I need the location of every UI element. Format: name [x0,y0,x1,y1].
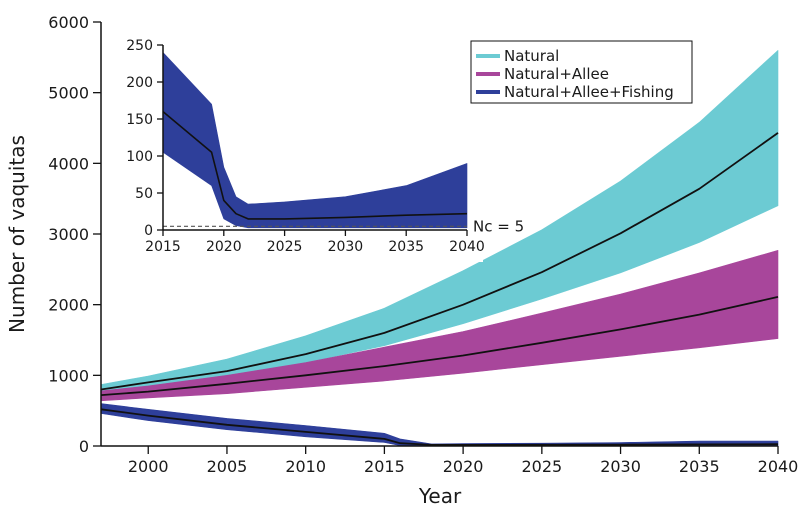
main-median-natural-allee [100,296,779,396]
inset-y-tick-label: 150 [126,112,153,128]
inset-y-tick-label: 200 [126,75,153,91]
inset-x-tick-label: 2020 [206,239,242,255]
main-y-tick-label: 5000 [48,84,89,103]
main-x-tick-label: 2020 [443,457,484,476]
inset-band-natural-allee-fishing [162,52,468,229]
legend-box [470,40,693,104]
main-x-tick-label: 2040 [758,457,799,476]
legend: NaturalNatural+AlleeNatural+Allee+Fishin… [470,40,693,104]
main-x-tick-label: 2005 [207,457,248,476]
inset-x-tick-label: 2025 [267,239,303,255]
inset-y-tick-label: 250 [126,38,153,54]
main-x-tick-label: 2030 [600,457,641,476]
main-x-tick-label: 2025 [521,457,562,476]
inset-axes: 2015 2020 2025 2030 2035 2040 0 50 100 150 200 250 [126,38,485,255]
inset-median-natural-allee-fishing [162,110,468,220]
legend-entry-natural-allee: Natural+Allee [504,65,609,83]
main-median-natural-allee-fishing [100,408,779,446]
inset-y-tick-label: 0 [144,223,153,239]
main-axes: 2000 2005 2010 2015 2020 2025 2030 2035 20400100… [48,13,798,476]
legend-entry-natural: Natural [504,47,559,65]
main-x-tick-label: 2035 [679,457,720,476]
main-median-natural [100,132,779,391]
main-x-tick-label: 2015 [364,457,405,476]
inset-x-tick-label: 2040 [449,239,485,255]
inset-x-tick-label: 2035 [388,239,424,255]
y-axis-label: Number of vaquitas [5,135,29,333]
main-y-tick-label: 3000 [48,225,89,244]
main-y-tick-label: 4000 [48,154,89,173]
main-band-natural-allee-fishing [100,403,779,447]
inset-median-line [162,110,468,220]
inset-x-tick-label: 2030 [328,239,364,255]
main-y-tick-label: 6000 [48,13,89,32]
main-x-tick-label: 2000 [128,457,169,476]
inset-uncertainty-band [162,52,468,229]
main-y-tick-label: 0 [79,437,89,456]
x-axis-label: Year [418,484,462,508]
main-y-tick-label: 1000 [48,366,89,385]
inset-y-tick-label: 50 [135,186,153,202]
legend-entry-natural-allee-fishing: Natural+Allee+Fishing [504,83,674,101]
main-x-tick-label: 2010 [285,457,326,476]
main-y-tick-label: 2000 [48,296,89,315]
inset-x-tick-label: 2015 [145,239,181,255]
main-median-lines [100,132,779,446]
inset-y-tick-label: 100 [126,149,153,165]
nc-reference-label: Nc = 5 [473,217,524,235]
inset-chart: 2015 2020 2025 2030 2035 2040050100150200250 … [118,32,524,262]
